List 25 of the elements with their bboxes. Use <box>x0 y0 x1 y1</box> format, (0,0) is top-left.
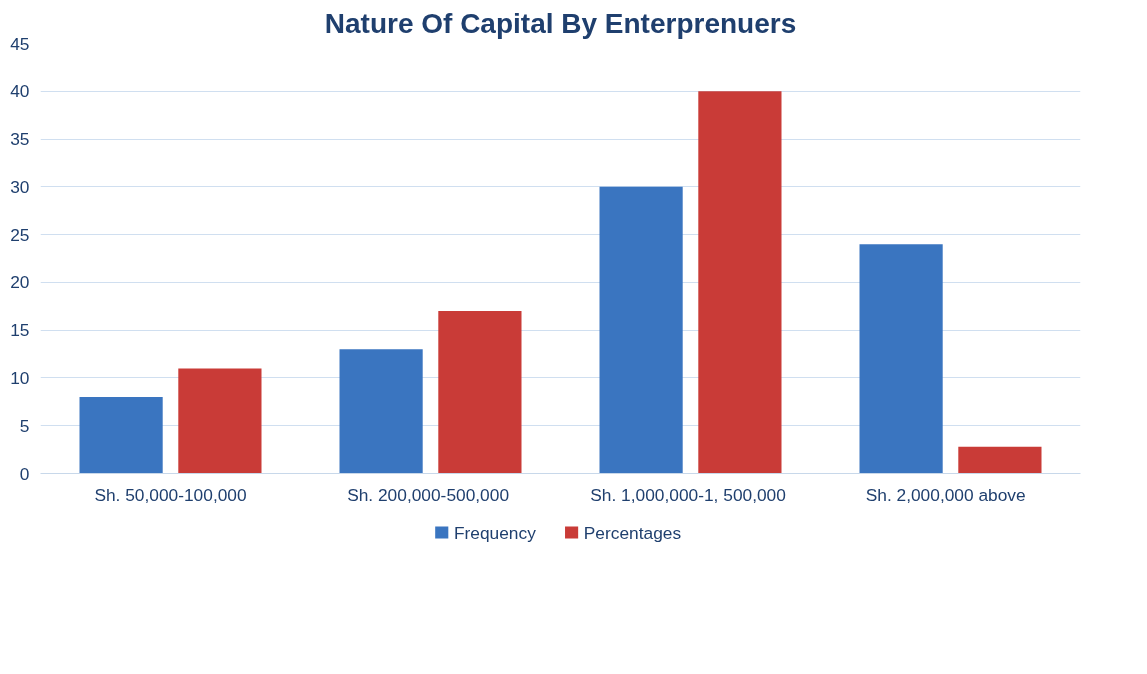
chart-title: Nature Of Capital By Enterprenuers <box>324 7 797 39</box>
bar <box>859 244 943 474</box>
x-tick-label: Sh. 2,000,000 above <box>865 484 1026 505</box>
x-tick-label: Sh. 200,000-500,000 <box>347 484 510 505</box>
bar <box>178 368 262 474</box>
y-tick-label: 10 <box>10 367 30 388</box>
y-tick-label: 35 <box>10 129 30 150</box>
y-tick-label: 20 <box>10 272 30 293</box>
y-tick-label: 0 <box>19 463 30 484</box>
bar <box>599 186 683 474</box>
x-tick-label: Sh. 50,000-100,000 <box>94 484 247 505</box>
legend-label: Percentages <box>583 522 682 543</box>
y-tick-label: 5 <box>19 415 30 436</box>
bar <box>79 397 163 474</box>
y-tick-label: 25 <box>10 224 30 245</box>
y-tick-label: 40 <box>10 81 30 102</box>
bar <box>339 349 423 474</box>
legend-label: Frequency <box>453 522 537 543</box>
y-tick-label: 30 <box>10 176 30 197</box>
bar <box>698 91 782 474</box>
y-tick-label: 15 <box>10 320 30 341</box>
x-tick-label: Sh. 1,000,000-1, 500,000 <box>590 484 786 505</box>
bar <box>438 311 522 474</box>
bar <box>958 446 1042 474</box>
y-tick-label: 45 <box>10 33 30 54</box>
